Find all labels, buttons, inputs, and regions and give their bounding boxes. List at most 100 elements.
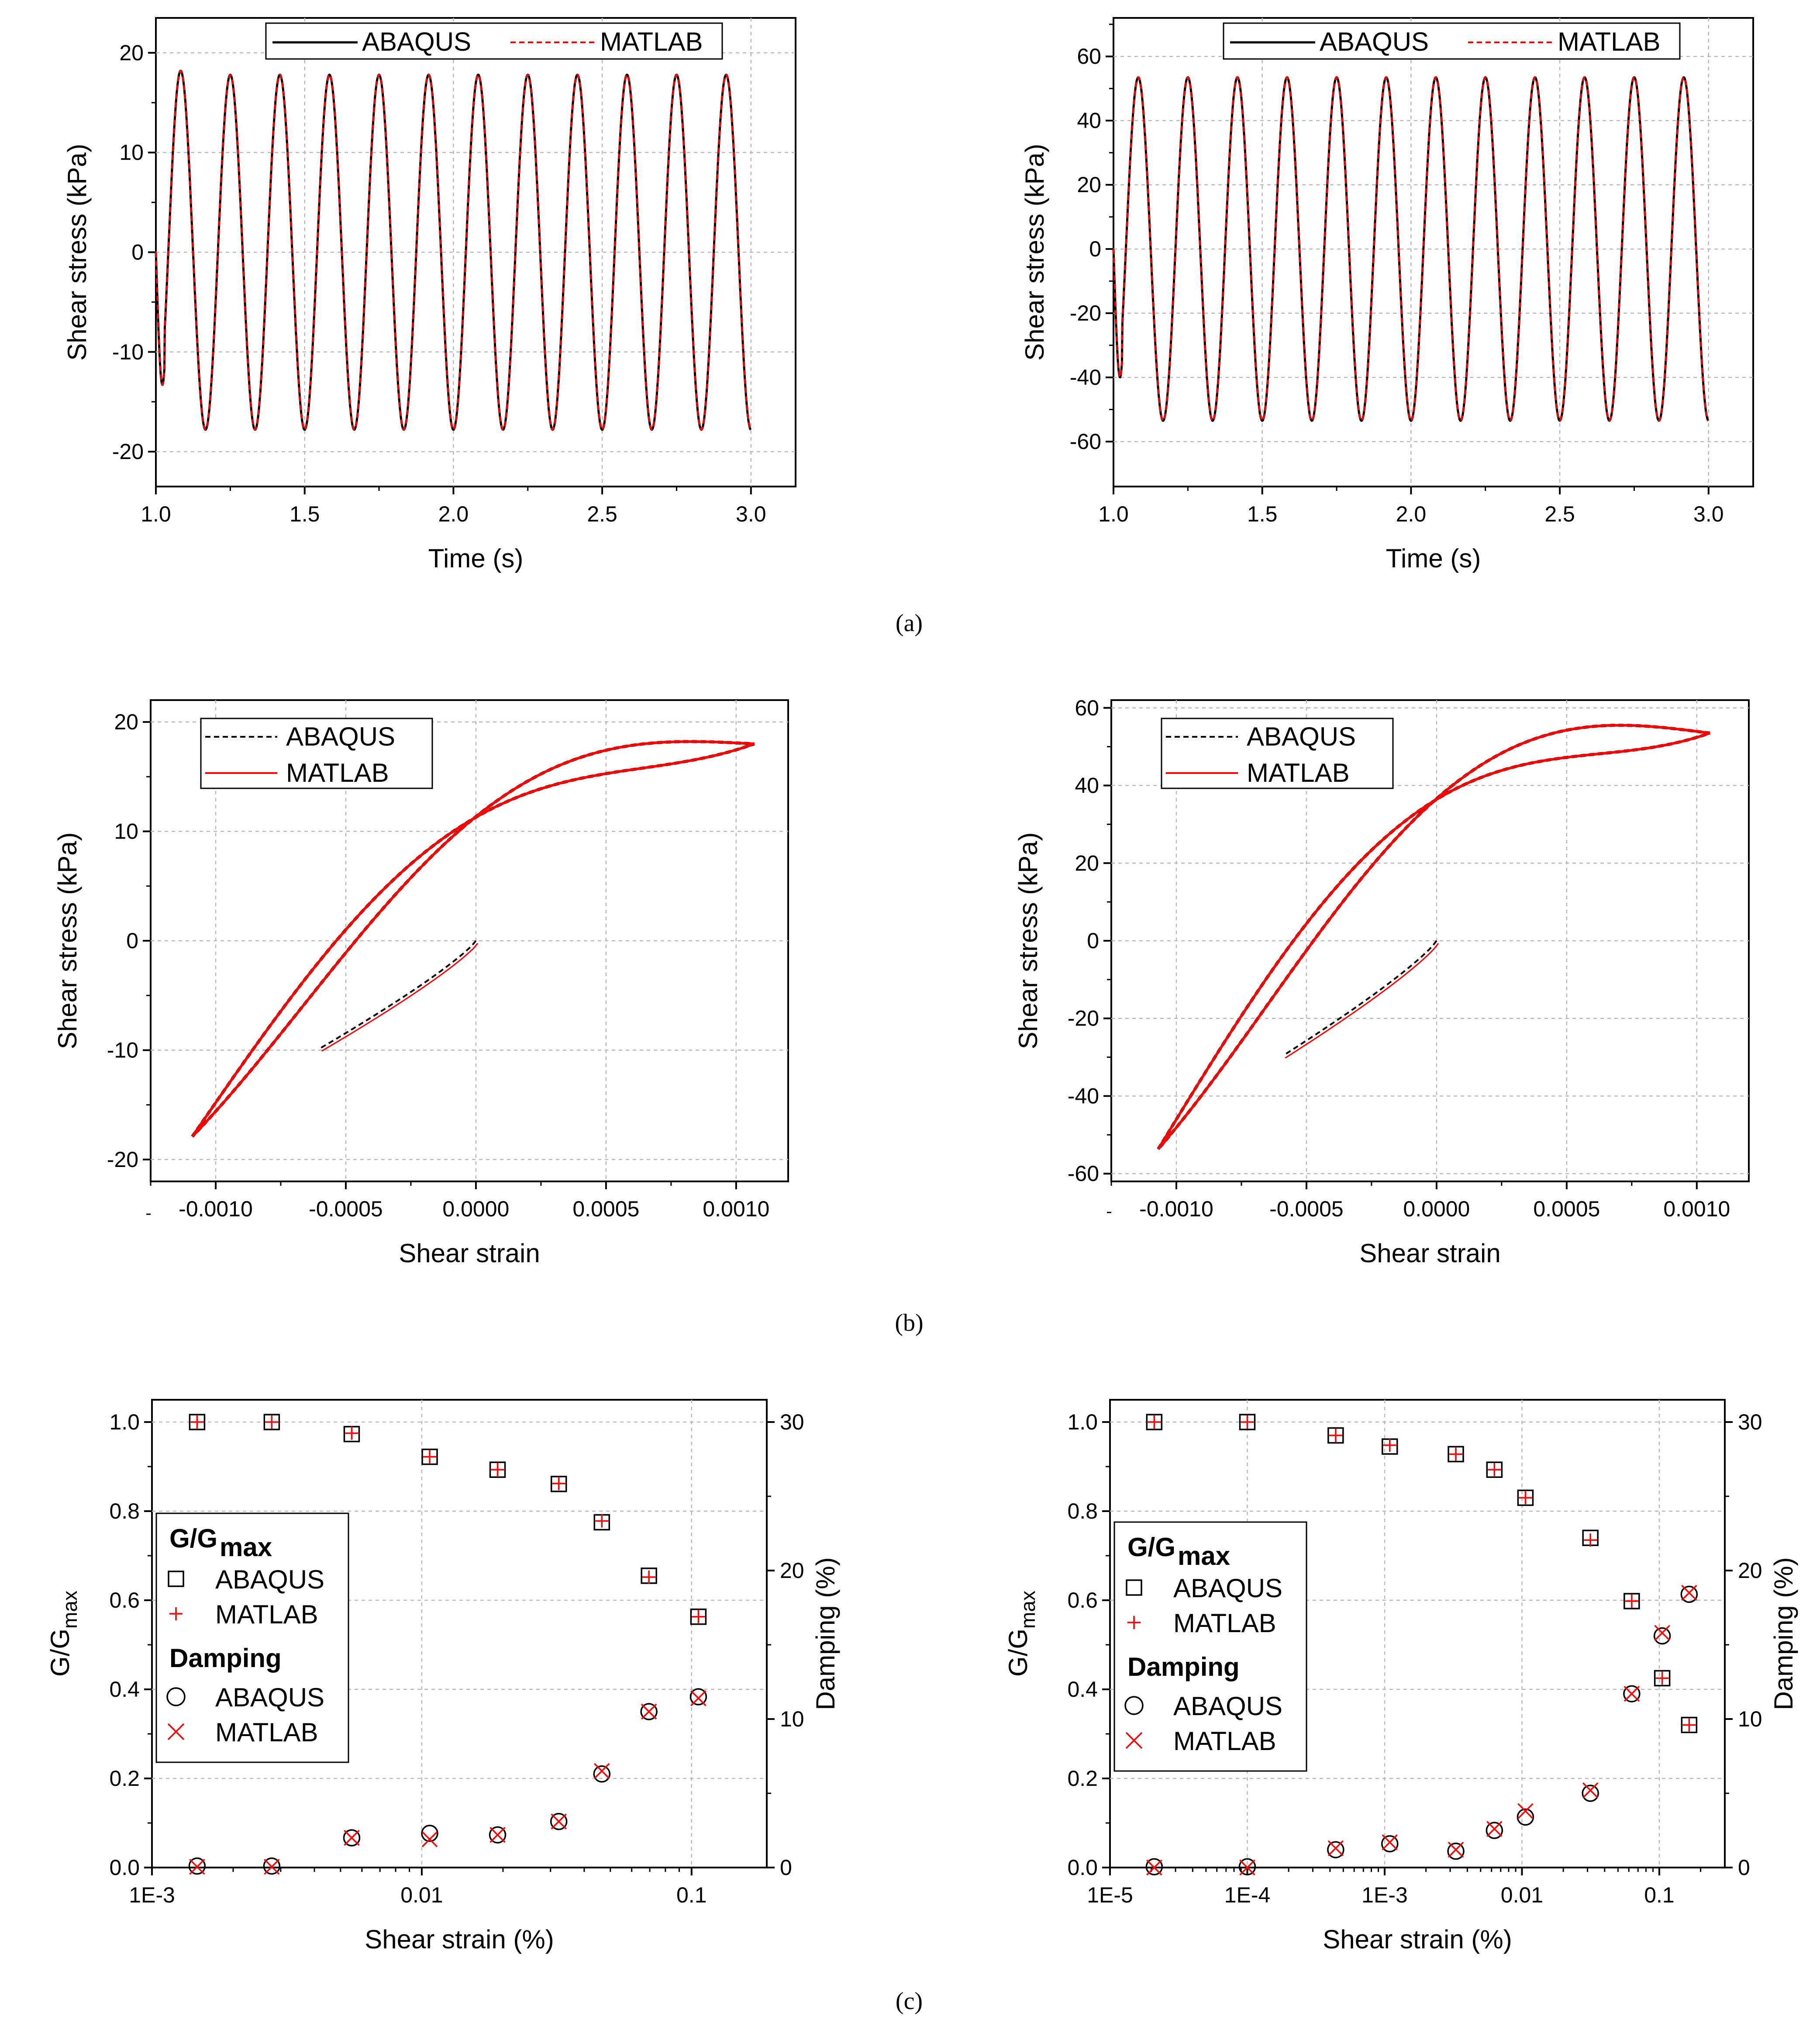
x-tick-label: -0.0010 <box>1139 1197 1213 1221</box>
x-axis-title: Shear strain (%) <box>365 1925 554 1954</box>
x-axis-title: Shear strain (%) <box>1323 1925 1512 1954</box>
panel-c-right-chart: 1E-5 1E-4 1E-3 0.01 0.1 0.0 0.2 0.4 0.6 0.8 1.0 0 10… <box>1003 1399 1798 1954</box>
point-g-matlab <box>1488 1463 1501 1477</box>
x-tick-label: 1.0 <box>141 502 171 526</box>
legend-label-matlab: MATLAB <box>1247 758 1350 787</box>
point-damping-abaqus <box>1582 1785 1599 1802</box>
point-damping-abaqus <box>188 1857 206 1875</box>
y-tick-label: 1.0 <box>109 1410 140 1434</box>
point-damping-abaqus <box>1486 1822 1503 1839</box>
y2-tick-label: 20 <box>1738 1558 1762 1583</box>
x-tick-label: 2.5 <box>587 502 617 526</box>
x-tick-label: -0.0005 <box>309 1197 383 1221</box>
legend-label-damping-abaqus: ABAQUS <box>215 1683 324 1712</box>
point-g-abaqus <box>1146 1414 1163 1430</box>
x-tick-label: 1.5 <box>1247 502 1278 526</box>
point-damping-matlab <box>594 1763 610 1779</box>
x-tick-label: 0.01 <box>400 1883 443 1907</box>
x-axis-title: Time (s) <box>1386 544 1481 573</box>
point-g-abaqus <box>1654 1670 1671 1687</box>
point-g-abaqus <box>421 1448 438 1465</box>
legend-title-damping: Damping <box>1127 1652 1240 1681</box>
y-tick-label: 40 <box>1077 108 1101 133</box>
initial-loading-abaqus <box>1283 940 1437 1056</box>
point-damping-matlab <box>1382 1834 1398 1850</box>
y2-tick-label: 20 <box>780 1558 804 1583</box>
plot-frame <box>151 1399 768 1868</box>
point-damping-abaqus <box>489 1826 507 1844</box>
point-damping-matlab <box>1146 1859 1162 1876</box>
point-g-matlab <box>1655 1671 1669 1685</box>
point-damping-abaqus <box>1517 1808 1534 1826</box>
point-g-matlab <box>692 1610 705 1623</box>
point-damping-abaqus <box>1327 1841 1344 1858</box>
y-tick-label: -20 <box>1068 1006 1099 1031</box>
point-damping-matlab <box>189 1859 205 1875</box>
y-axis-title: Shear stress (kPa) <box>1013 832 1043 1050</box>
point-damping-abaqus <box>550 1812 568 1830</box>
y-tick-label: 0.0 <box>109 1855 140 1880</box>
y-tick-label: 0.4 <box>109 1677 140 1702</box>
legend-marker-damping-matlab <box>167 1723 185 1740</box>
y-tick-label: 20 <box>114 710 138 734</box>
y2-tick-label: 0 <box>1738 1855 1750 1880</box>
legend-label-matlab: MATLAB <box>600 27 703 56</box>
point-g-abaqus <box>1681 1716 1698 1733</box>
y-axis-title-sub: max <box>1017 1591 1039 1629</box>
point-damping-matlab <box>1448 1841 1464 1858</box>
y2-tick-label: 10 <box>1738 1707 1762 1731</box>
x-tick-label: 0.0000 <box>442 1197 509 1221</box>
x-tick-label: 0.0010 <box>703 1197 769 1221</box>
loop-matlab <box>191 740 755 1138</box>
y-tick-label: 10 <box>114 819 138 844</box>
x-tick-label: 2.5 <box>1544 502 1575 526</box>
x-tick-label: 3.0 <box>736 502 766 526</box>
legend-marker-g-abaqus <box>1126 1579 1142 1596</box>
legend-marker-g-matlab <box>1127 1616 1141 1629</box>
legend-marker-damping-abaqus <box>166 1687 186 1706</box>
point-g-matlab <box>1682 1718 1696 1732</box>
point-g-abaqus <box>1517 1489 1534 1506</box>
point-g-matlab <box>1584 1533 1597 1547</box>
caption-a: (a) <box>896 610 923 637</box>
point-g-abaqus <box>1624 1593 1640 1609</box>
x-tick-label: 2.0 <box>1396 502 1427 526</box>
point-damping-abaqus <box>640 1703 658 1720</box>
y-tick-label: -20 <box>112 439 144 464</box>
y-axis-title-main: G/G <box>1003 1629 1033 1677</box>
point-damping-matlab <box>1327 1840 1344 1857</box>
point-damping-abaqus <box>1680 1585 1698 1603</box>
y-tick-label: 0.2 <box>1067 1766 1098 1791</box>
point-damping-matlab <box>1517 1803 1534 1819</box>
legend-label-abaqus: ABAQUS <box>362 27 471 56</box>
x-tick-label: 1E-4 <box>1224 1883 1271 1907</box>
point-g-abaqus <box>550 1476 567 1492</box>
x-tick-label: 1E-3 <box>129 1883 175 1907</box>
y-tick-label: 40 <box>1075 773 1099 798</box>
y2-axis-title: Damping (%) <box>1769 1557 1798 1710</box>
point-damping-abaqus <box>689 1688 707 1705</box>
panel-a-left-chart: 1.0 1.5 2.0 2.5 3.0 -20 -10 0 10 20 ABAQUS MATLAB Ti… <box>62 17 796 573</box>
point-damping-abaqus <box>1238 1858 1256 1876</box>
y-axis-title: G/Gmax <box>45 1591 81 1677</box>
x-tick-label: -0.0005 <box>1269 1197 1344 1221</box>
point-damping-abaqus <box>343 1829 361 1847</box>
point-g-matlab <box>1148 1415 1161 1429</box>
x-axis-title: Shear strain <box>1359 1239 1501 1268</box>
y-tick-label: 60 <box>1077 44 1101 69</box>
panel-b-right-chart: -0.0010 -0.0005 0.0000 0.0005 0.0010 -60 -40 -2… <box>1013 696 1750 1268</box>
x-tick-label: 2.0 <box>438 502 469 526</box>
legend-label-matlab: MATLAB <box>286 758 389 787</box>
point-g-matlab <box>1329 1429 1342 1442</box>
y2-tick-label: 0 <box>780 1855 792 1880</box>
legend-box <box>200 718 433 789</box>
y-axis-title: Shear stress (kPa) <box>1020 144 1049 361</box>
y-tick-label: 10 <box>119 140 144 165</box>
point-g-abaqus <box>189 1414 206 1430</box>
point-damping-abaqus <box>593 1765 611 1783</box>
point-damping-matlab <box>489 1826 506 1843</box>
y-axis-title: Shear stress (kPa) <box>62 144 92 361</box>
y-axis-title: Shear stress (kPa) <box>53 832 82 1050</box>
point-damping-abaqus <box>1623 1685 1641 1702</box>
point-g-matlab <box>491 1463 504 1477</box>
